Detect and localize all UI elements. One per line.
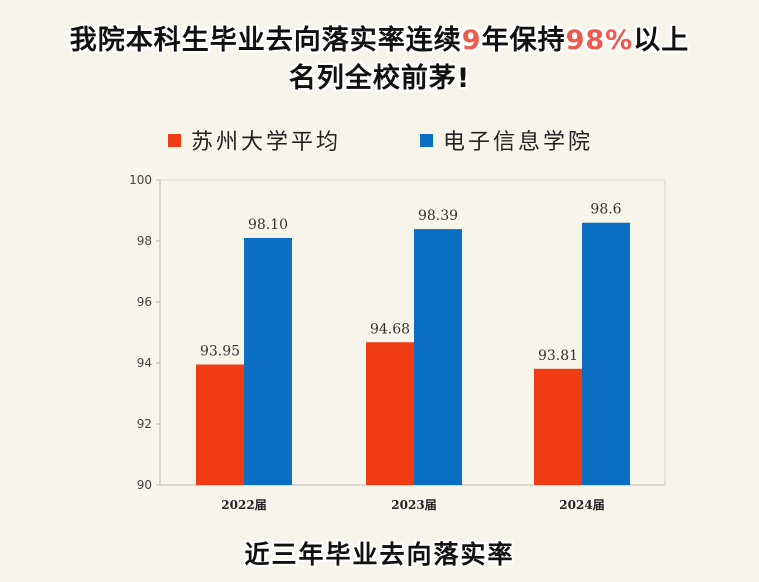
y-tick-label: 100 <box>129 173 152 187</box>
headline-highlight-years: 9 <box>461 25 482 56</box>
chart-footer-title: 近三年毕业去向落实率 <box>244 540 515 569</box>
headline-highlight-rate: 98% <box>565 25 634 56</box>
bar-value-label: 93.81 <box>538 348 578 364</box>
legend-item-suda-average: 苏州大学平均 <box>168 125 341 155</box>
headline-line1: 我院本科生毕业去向落实率连续9年保持98%以上 <box>0 18 759 57</box>
headline-text-3: 以上 <box>633 25 690 56</box>
y-tick-label: 92 <box>137 417 152 431</box>
x-category-label: 2022届 <box>221 498 266 512</box>
bar-suda-average <box>196 364 244 485</box>
bar-suda-average <box>534 368 582 485</box>
bar-value-label: 98.6 <box>590 202 621 218</box>
bar-value-label: 98.39 <box>418 208 458 224</box>
headline-line2: 名列全校前茅! <box>288 63 471 94</box>
chart-legend: 苏州大学平均 电子信息学院 <box>0 125 759 155</box>
headline-text-1: 我院本科生毕业去向落实率连续 <box>69 25 462 56</box>
y-tick-label: 90 <box>137 478 152 492</box>
bar-value-label: 98.10 <box>248 217 288 233</box>
legend-swatch-suda-average <box>168 133 181 147</box>
headline-text-2: 年保持 <box>481 25 566 56</box>
bar-value-label: 94.68 <box>370 321 410 337</box>
y-tick-label: 96 <box>137 295 152 309</box>
legend-swatch-electronic-info-school <box>420 133 433 147</box>
x-category-label: 2023届 <box>391 498 436 512</box>
x-category-label: 2024届 <box>559 498 604 512</box>
bar-chart: 90 92 94 96 98 100 93.95 98.10 2022届 94.68 98.39 20… <box>129 173 666 512</box>
legend-label-electronic-info-school: 电子信息学院 <box>443 130 594 155</box>
bar-electronic-info-school <box>414 229 462 485</box>
legend-label-suda-average: 苏州大学平均 <box>191 130 342 155</box>
bar-suda-average <box>366 342 414 485</box>
bar-electronic-info-school <box>244 237 292 485</box>
legend-item-electronic-info-school: 电子信息学院 <box>420 125 593 155</box>
bar-value-label: 93.95 <box>200 344 240 360</box>
y-tick-label: 94 <box>137 356 152 370</box>
bar-electronic-info-school <box>582 222 630 485</box>
y-tick-label: 98 <box>137 234 152 248</box>
